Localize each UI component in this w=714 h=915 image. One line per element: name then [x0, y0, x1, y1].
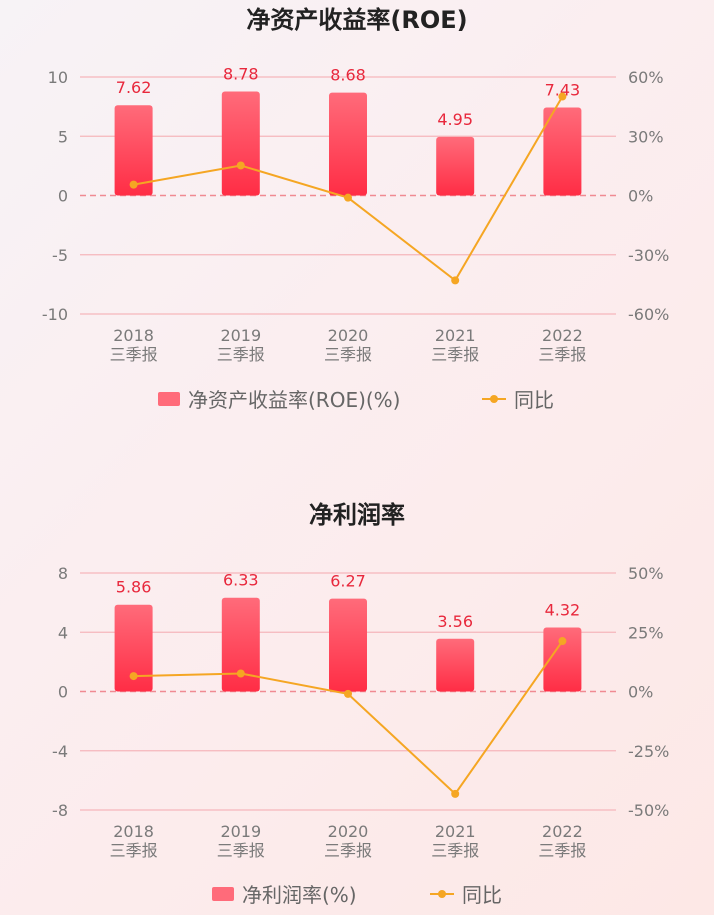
- y-left-tick-label: 4: [58, 623, 68, 642]
- x-tick-label: 2020 三季报: [324, 822, 372, 860]
- legend-line-label: 同比: [514, 388, 554, 412]
- y-left-tick-label: 10: [48, 68, 68, 87]
- x-tick-label: 2019 三季报: [217, 326, 265, 364]
- bar-1: [114, 105, 153, 196]
- y-right-tick-label: 0%: [628, 683, 653, 702]
- yoy-point-1: [129, 180, 138, 189]
- yoy-point-5: [558, 92, 567, 101]
- bar-5: [543, 627, 582, 692]
- chart-title: 净利润率: [309, 501, 405, 529]
- y-right-tick-label: -50%: [628, 801, 669, 820]
- yoy-point-3: [344, 689, 352, 698]
- y-right-tick-label: 25%: [628, 623, 664, 642]
- x-tick-label: 2021 三季报: [431, 822, 479, 860]
- legend: 净资产收益率(ROE)(%) 同比: [158, 388, 554, 412]
- y-left-tick-label: 8: [58, 564, 68, 583]
- bar-3: [329, 92, 367, 196]
- data-label: 3.56: [437, 612, 473, 631]
- y-left-tick-label: -4: [52, 742, 68, 761]
- legend-line-marker: [438, 890, 446, 898]
- data-label: 6.27: [330, 572, 366, 591]
- y-right-tick-label: 0%: [628, 187, 653, 206]
- y-right-tick-label: 30%: [628, 127, 664, 146]
- y-right-tick-label: -60%: [628, 305, 669, 324]
- x-tick-label: 2018 三季报: [110, 822, 158, 860]
- legend-bar-label: 净资产收益率(ROE)(%): [188, 388, 401, 412]
- yoy-point-2: [236, 669, 245, 678]
- chart-2: 净利润率 8 4 0 -4 -8 50% 25% 0% -25% -50% 5.86 6.33 6.27 3…: [52, 501, 669, 907]
- y-right-tick-label: -25%: [628, 742, 669, 761]
- legend-line-marker: [490, 395, 498, 403]
- yoy-point-3: [344, 193, 352, 202]
- y-left-tick-label: 5: [58, 127, 68, 146]
- yoy-point-4: [451, 276, 460, 285]
- bar-2: [221, 597, 260, 692]
- x-tick-label: 2018 三季报: [110, 326, 158, 364]
- y-left-tick-label: 0: [58, 187, 68, 206]
- data-label: 8.78: [223, 64, 259, 83]
- data-label: 4.95: [437, 110, 473, 129]
- legend: 净利润率(%) 同比: [212, 883, 502, 907]
- chart-title: 净资产收益率(ROE): [246, 6, 467, 34]
- x-tick-label: 2020 三季报: [324, 326, 372, 364]
- x-tick-label: 2019 三季报: [217, 822, 265, 860]
- chart-1: 净资产收益率(ROE) 10 5 0 -5 -10 60% 30% 0% -30% -60% 7.62…: [42, 6, 669, 412]
- x-tick-label: 2022 三季报: [538, 822, 586, 860]
- data-label: 7.43: [545, 80, 581, 99]
- bar-1: [114, 604, 153, 692]
- data-label: 8.68: [330, 66, 366, 85]
- y-right-tick-label: 60%: [628, 68, 664, 87]
- y-left-tick-label: 0: [58, 683, 68, 702]
- legend-line-label: 同比: [462, 883, 502, 907]
- legend-bar-swatch: [212, 887, 234, 901]
- y-right-tick-label: -30%: [628, 246, 669, 265]
- x-tick-label: 2021 三季报: [431, 326, 479, 364]
- yoy-point-4: [451, 789, 460, 798]
- yoy-point-1: [129, 672, 138, 681]
- data-label: 7.62: [116, 78, 152, 97]
- bar-5: [543, 107, 582, 196]
- y-left-tick-label: -5: [52, 246, 68, 265]
- bar-4: [436, 638, 475, 692]
- bar-3: [329, 598, 367, 692]
- bar-2: [221, 91, 260, 196]
- legend-bar-label: 净利润率(%): [242, 883, 357, 907]
- yoy-point-2: [236, 161, 245, 170]
- legend-bar-swatch: [158, 392, 180, 406]
- y-left-tick-label: -8: [52, 801, 68, 820]
- bar-4: [436, 136, 475, 196]
- x-tick-label: 2022 三季报: [538, 326, 586, 364]
- yoy-point-5: [558, 637, 567, 646]
- y-left-tick-label: -10: [42, 305, 68, 324]
- y-right-tick-label: 50%: [628, 564, 664, 583]
- data-label: 4.32: [545, 601, 581, 620]
- data-label: 5.86: [116, 578, 152, 597]
- data-label: 6.33: [223, 571, 259, 590]
